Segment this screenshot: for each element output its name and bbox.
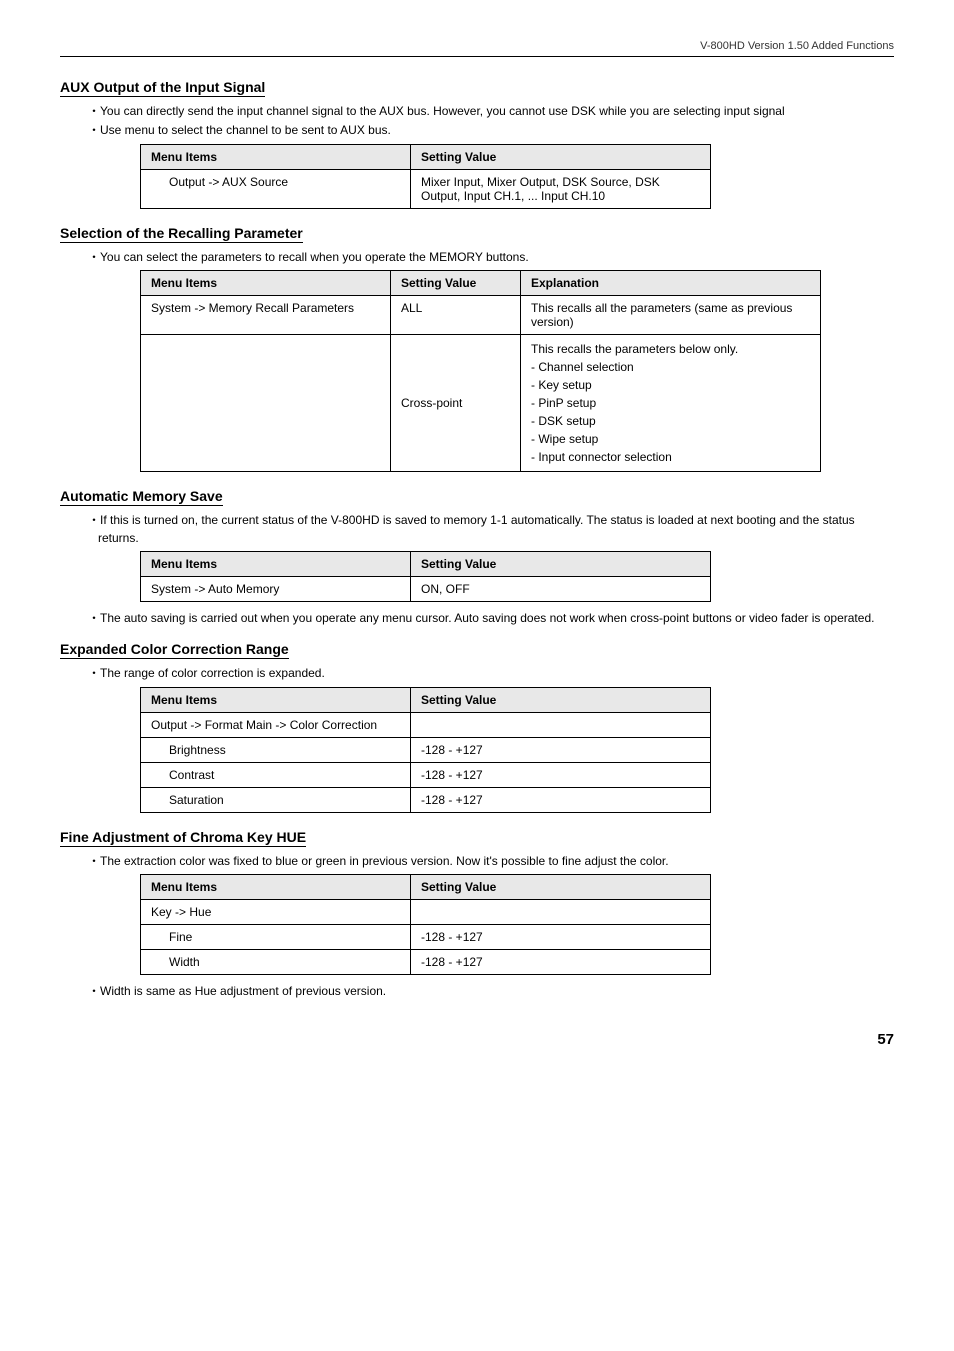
td-value: -128 - +127 [411,950,711,975]
td-expl: This recalls all the parameters (same as… [521,296,821,335]
table-header-row: Menu Items Setting Value [141,687,711,712]
td-value: ALL [391,296,521,335]
table-header-row: Menu Items Setting Value [141,875,711,900]
td-menu: Key -> Hue [141,900,411,925]
table-color-correction: Menu Items Setting Value Output -> Forma… [140,687,711,813]
th-menu-items: Menu Items [141,875,411,900]
td-value: -128 - +127 [411,925,711,950]
table-row: Output -> Format Main -> Color Correctio… [141,712,711,737]
table-row: System -> Memory Recall Parameters ALL T… [141,296,821,335]
table-row: Fine -128 - +127 [141,925,711,950]
th-setting-value: Setting Value [411,551,711,576]
td-menu: System -> Auto Memory [141,576,411,601]
th-setting-value: Setting Value [411,144,711,169]
bullet-text: ・You can directly send the input channel… [88,103,894,120]
th-setting-value: Setting Value [411,687,711,712]
page-number: 57 [60,1031,894,1048]
td-menu: System -> Memory Recall Parameters [141,296,391,335]
table-chroma-key: Menu Items Setting Value Key -> Hue Fine… [140,874,711,975]
td-value: Cross-point [391,335,521,472]
bullet-text: ・The range of color correction is expand… [88,665,894,682]
table-header-row: Menu Items Setting Value [141,144,711,169]
td-value-empty [411,900,711,925]
td-menu: Saturation [141,787,411,812]
td-menu: Brightness [141,737,411,762]
section-heading: Expanded Color Correction Range [60,641,289,659]
td-value: -128 - +127 [411,762,711,787]
td-value: -128 - +127 [411,737,711,762]
table-row: Key -> Hue [141,900,711,925]
section-color-correction: Expanded Color Correction Range ・The ran… [60,641,894,812]
table-recall: Menu Items Setting Value Explanation Sys… [140,270,821,472]
bullet-text: ・The extraction color was fixed to blue … [88,853,894,870]
td-value: ON, OFF [411,576,711,601]
th-setting-value: Setting Value [391,271,521,296]
table-row: Cross-point This recalls the parameters … [141,335,821,472]
table-auto-memory: Menu Items Setting Value System -> Auto … [140,551,711,602]
section-recall-param: Selection of the Recalling Parameter ・Yo… [60,225,894,472]
table-row: Output -> AUX Source Mixer Input, Mixer … [141,169,711,208]
th-menu-items: Menu Items [141,551,411,576]
td-menu: Contrast [141,762,411,787]
table-header-row: Menu Items Setting Value [141,551,711,576]
table-row: Saturation -128 - +127 [141,787,711,812]
bullet-text: ・You can select the parameters to recall… [88,249,894,266]
bullet-text: ・If this is turned on, the current statu… [88,512,894,547]
table-aux: Menu Items Setting Value Output -> AUX S… [140,144,711,209]
th-menu-items: Menu Items [141,687,411,712]
td-menu: Output -> Format Main -> Color Correctio… [141,712,411,737]
section-heading: Selection of the Recalling Parameter [60,225,303,243]
td-menu: Output -> AUX Source [141,169,411,208]
bullet-text: ・The auto saving is carried out when you… [88,610,894,627]
th-setting-value: Setting Value [411,875,711,900]
td-value: Mixer Input, Mixer Output, DSK Source, D… [411,169,711,208]
section-chroma-key: Fine Adjustment of Chroma Key HUE ・The e… [60,829,894,1001]
table-row: Brightness -128 - +127 [141,737,711,762]
section-heading: Fine Adjustment of Chroma Key HUE [60,829,306,847]
table-row: Contrast -128 - +127 [141,762,711,787]
bullet-text: ・Use menu to select the channel to be se… [88,122,894,139]
bullet-text: ・Width is same as Hue adjustment of prev… [88,983,894,1000]
table-row: Width -128 - +127 [141,950,711,975]
td-menu: Width [141,950,411,975]
table-header-row: Menu Items Setting Value Explanation [141,271,821,296]
th-menu-items: Menu Items [141,271,391,296]
header-rule [60,56,894,57]
table-row: System -> Auto Memory ON, OFF [141,576,711,601]
page-header: V-800HD Version 1.50 Added Functions [60,40,894,52]
td-menu-empty [141,335,391,472]
section-heading: AUX Output of the Input Signal [60,79,265,97]
section-heading: Automatic Memory Save [60,488,223,506]
th-menu-items: Menu Items [141,144,411,169]
td-value-empty [411,712,711,737]
td-value: -128 - +127 [411,787,711,812]
th-explanation: Explanation [521,271,821,296]
section-auto-memory: Automatic Memory Save ・If this is turned… [60,488,894,627]
td-menu: Fine [141,925,411,950]
section-aux-output: AUX Output of the Input Signal ・You can … [60,79,894,209]
td-expl: This recalls the parameters below only. … [521,335,821,472]
